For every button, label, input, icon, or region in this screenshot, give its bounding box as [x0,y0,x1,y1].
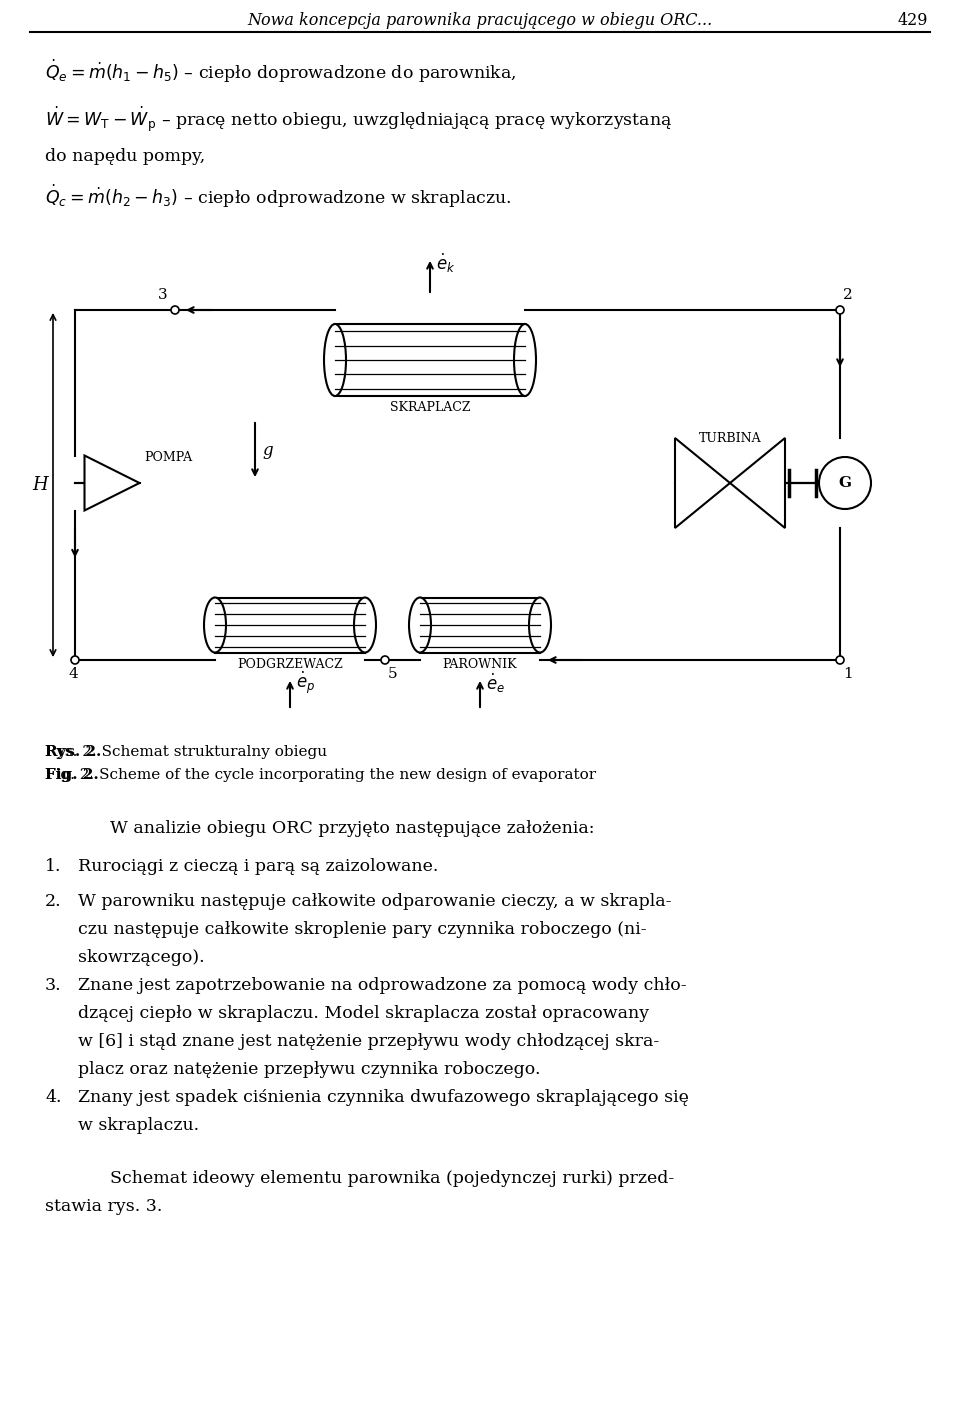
Text: Schemat ideowy elementu parownika (pojedynczej rurki) przed-: Schemat ideowy elementu parownika (pojed… [110,1170,674,1187]
Text: 5: 5 [388,667,397,681]
Ellipse shape [324,323,346,396]
Text: PODGRZEWACZ: PODGRZEWACZ [237,657,343,671]
Ellipse shape [204,597,226,653]
Text: $\dot{e}_p$: $\dot{e}_p$ [296,670,315,697]
Text: w [6] i stąd znane jest natężenie przepływu wody chłodzącej skra-: w [6] i stąd znane jest natężenie przepł… [78,1033,660,1050]
Text: W parowniku następuje całkowite odparowanie cieczy, a w skrapla-: W parowniku następuje całkowite odparowa… [78,893,671,911]
Text: $\dot{e}_k$: $\dot{e}_k$ [436,251,455,275]
Circle shape [381,656,389,664]
Text: 4.: 4. [45,1089,61,1106]
Text: Rys. 2. Schemat strukturalny obiegu: Rys. 2. Schemat strukturalny obiegu [45,745,327,760]
Circle shape [171,306,179,314]
Text: Fig. 2. Scheme of the cycle incorporating the new design of evaporator: Fig. 2. Scheme of the cycle incorporatin… [45,768,596,782]
Text: Fig. 2.: Fig. 2. [45,768,99,782]
Text: $\dot{Q}_c = \dot{m}(h_2 - h_3)$ – ciepło odprowadzone w skraplaczu.: $\dot{Q}_c = \dot{m}(h_2 - h_3)$ – ciepł… [45,182,512,211]
Text: Rys. 2.: Rys. 2. [45,745,102,760]
Text: 2.: 2. [45,893,61,911]
Text: dzącej ciepło w skraplaczu. Model skraplacza został opracowany: dzącej ciepło w skraplaczu. Model skrapl… [78,1005,649,1022]
Text: 1.: 1. [45,858,61,875]
Text: W analizie obiegu ORC przyjęto następujące założenia:: W analizie obiegu ORC przyjęto następują… [110,819,594,836]
Text: Nowa koncepcja parownika pracującego w obiegu ORC...: Nowa koncepcja parownika pracującego w o… [248,11,712,28]
Text: 2: 2 [843,288,852,302]
Text: $\dot{Q}_e = \dot{m}(h_1 - h_5)$ – ciepło doprowadzone do parownika,: $\dot{Q}_e = \dot{m}(h_1 - h_5)$ – ciepł… [45,58,516,86]
Text: 4: 4 [68,667,78,681]
Circle shape [836,656,844,664]
Text: $\dot{e}_e$: $\dot{e}_e$ [486,671,505,694]
Text: Znane jest zapotrzebowanie na odprowadzone za pomocą wody chło-: Znane jest zapotrzebowanie na odprowadzo… [78,978,686,995]
Text: Znany jest spadek ciśnienia czynnika dwufazowego skraplającego się: Znany jest spadek ciśnienia czynnika dwu… [78,1089,689,1106]
Text: H: H [33,476,48,494]
Bar [420,597,540,653]
Text: TURBINA: TURBINA [699,432,761,445]
Text: SKRAPLACZ: SKRAPLACZ [390,400,470,415]
Circle shape [819,457,871,509]
Text: placz oraz natężenie przepływu czynnika roboczego.: placz oraz natężenie przepływu czynnika … [78,1062,540,1077]
Ellipse shape [529,597,551,653]
Text: w skraplaczu.: w skraplaczu. [78,1117,199,1134]
Polygon shape [730,437,785,529]
Ellipse shape [409,597,431,653]
Circle shape [836,306,844,314]
Text: stawia rys. 3.: stawia rys. 3. [45,1198,162,1216]
Text: Rurociągi z cieczą i parą są zaizolowane.: Rurociągi z cieczą i parą są zaizolowane… [78,858,439,875]
Text: G: G [838,476,852,490]
Text: 429: 429 [898,11,928,28]
Text: 3: 3 [158,288,168,302]
Text: 1: 1 [843,667,852,681]
Bar [215,597,365,653]
Text: PAROWNIK: PAROWNIK [443,657,517,671]
Text: 3.: 3. [45,978,61,995]
Text: do napędu pompy,: do napędu pompy, [45,148,205,165]
Polygon shape [675,437,730,529]
Text: skowrzącego).: skowrzącego). [78,949,204,966]
Ellipse shape [354,597,376,653]
Text: $\dot{W} = W_{\mathrm{T}} - \dot{W}_{\mathrm{p}}$ – pracę netto obiegu, uwzględn: $\dot{W} = W_{\mathrm{T}} - \dot{W}_{\ma… [45,105,672,134]
Text: POMPA: POMPA [145,450,193,463]
Text: g: g [262,442,273,459]
Ellipse shape [514,323,536,396]
Circle shape [71,656,79,664]
Text: czu następuje całkowite skroplenie pary czynnika roboczego (ni-: czu następuje całkowite skroplenie pary … [78,921,647,938]
Polygon shape [84,456,139,510]
Bar [335,323,525,396]
